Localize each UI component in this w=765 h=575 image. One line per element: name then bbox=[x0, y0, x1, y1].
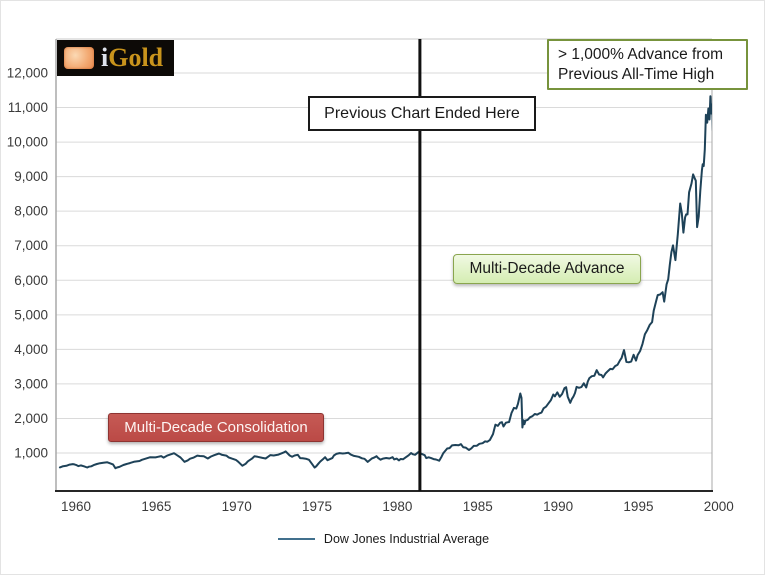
y-tick-label: 1,000 bbox=[14, 446, 48, 461]
igold-logo-swatch-icon bbox=[64, 47, 94, 69]
y-tick-label: 4,000 bbox=[14, 342, 48, 357]
x-tick-label: 1965 bbox=[141, 499, 171, 514]
y-tick-label: 11,000 bbox=[8, 100, 48, 115]
y-tick-label: 6,000 bbox=[14, 273, 48, 288]
multi-decade-consolidation-text: Multi-Decade Consolidation bbox=[124, 419, 308, 436]
y-tick-label: 7,000 bbox=[14, 238, 48, 253]
y-tick-label: 2,000 bbox=[14, 411, 48, 426]
y-tick-label: 9,000 bbox=[14, 169, 48, 184]
x-tick-label: 1975 bbox=[302, 499, 332, 514]
legend-line-swatch-icon bbox=[277, 537, 315, 541]
dow-jones-chart: 1,000 2,000 3,000 4,000 5,000 6,000 7,000 8,000… bbox=[7, 38, 734, 514]
igold-logo-text: iGold bbox=[101, 45, 163, 71]
advance-callout-line2: Previous All-Time High bbox=[558, 65, 715, 83]
x-tick-label: 1990 bbox=[543, 499, 573, 514]
multi-decade-advance-label: Multi-Decade Advance bbox=[453, 254, 641, 284]
advance-callout: > 1,000% Advance from Previous All-Time … bbox=[547, 39, 748, 90]
igold-logo-i: i bbox=[101, 43, 109, 72]
y-tick-label: 3,000 bbox=[14, 376, 48, 391]
y-tick-label: 8,000 bbox=[14, 204, 48, 219]
x-tick-label: 2000 bbox=[704, 499, 734, 514]
previous-chart-ended-label: Previous Chart Ended Here bbox=[308, 96, 536, 131]
x-tick-label: 1970 bbox=[222, 499, 252, 514]
x-tick-label: 1960 bbox=[61, 499, 91, 514]
chart-legend: Dow Jones Industrial Average bbox=[1, 529, 764, 549]
x-tick-label: 1985 bbox=[463, 499, 493, 514]
y-tick-label: 10,000 bbox=[7, 135, 48, 150]
igold-logo: iGold bbox=[57, 40, 174, 76]
y-tick-label: 5,000 bbox=[14, 307, 48, 322]
advance-callout-line1: > 1,000% Advance from bbox=[558, 45, 724, 63]
x-tick-label: 1980 bbox=[382, 499, 412, 514]
y-tick-label: 12,000 bbox=[7, 66, 48, 81]
previous-chart-ended-text: Previous Chart Ended Here bbox=[324, 104, 520, 122]
x-tick-label: 1995 bbox=[623, 499, 653, 514]
legend-series-label: Dow Jones Industrial Average bbox=[323, 532, 490, 546]
multi-decade-advance-text: Multi-Decade Advance bbox=[469, 260, 625, 277]
igold-logo-gold: Gold bbox=[108, 43, 164, 72]
dow-jones-line bbox=[58, 95, 712, 470]
multi-decade-consolidation-label: Multi-Decade Consolidation bbox=[108, 413, 324, 442]
